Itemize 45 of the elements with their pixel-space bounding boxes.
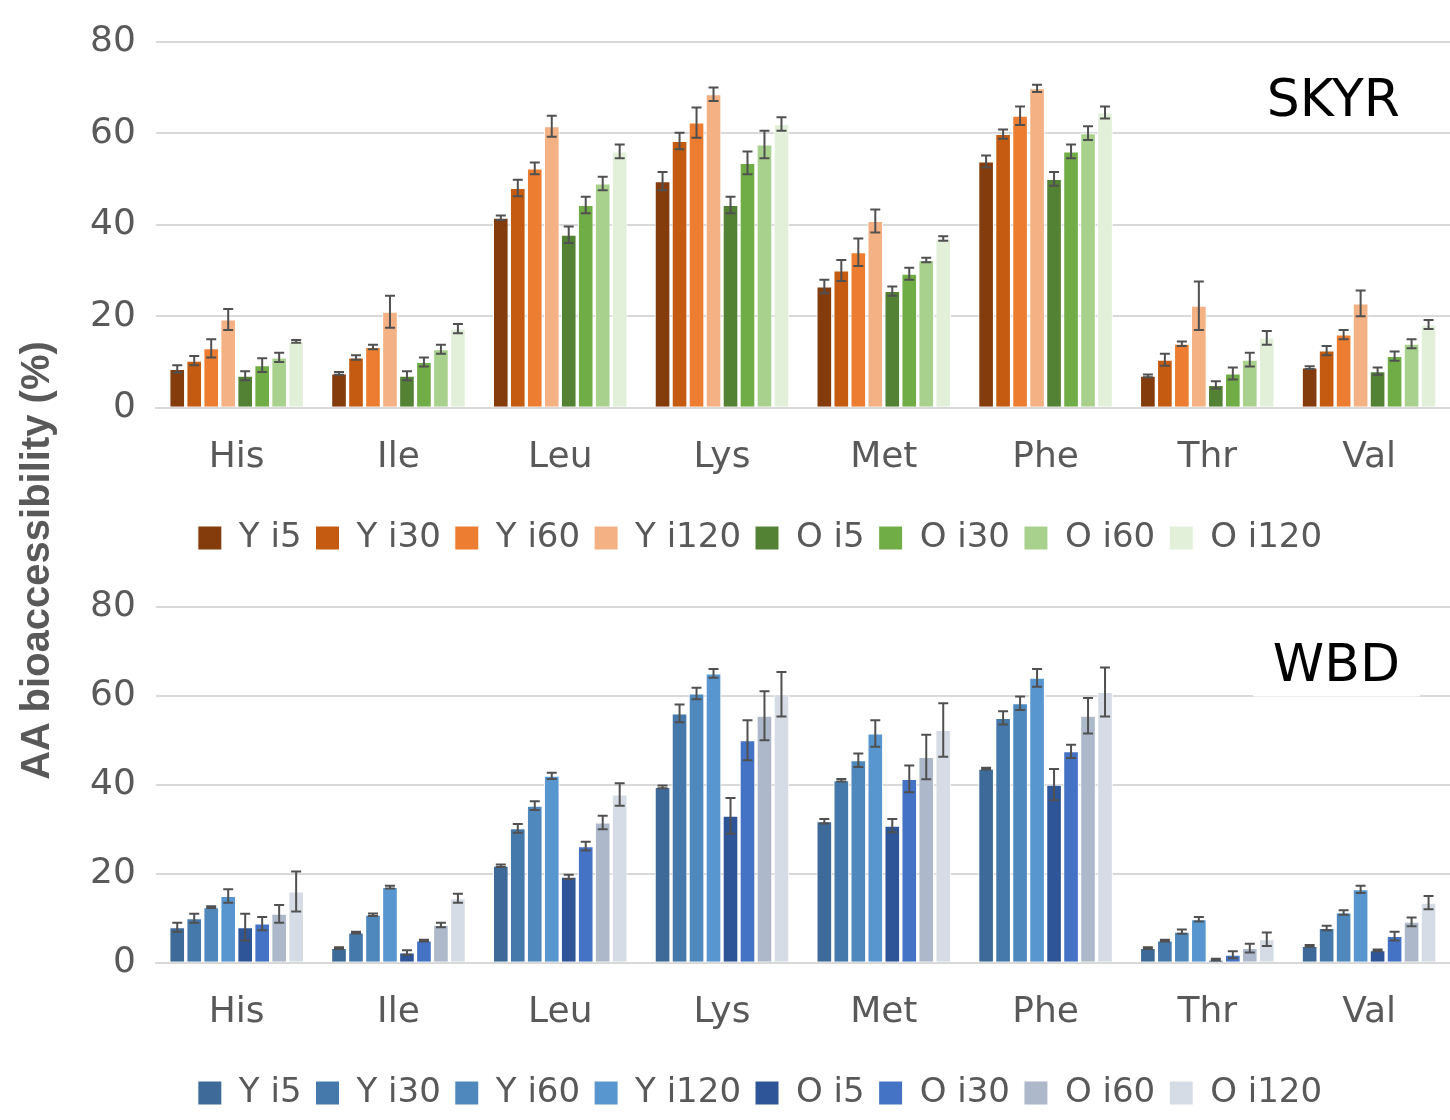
- legend-label: Y i5: [237, 1069, 302, 1110]
- y-tick-label: 80: [90, 17, 136, 59]
- x-tick-label: His: [208, 433, 265, 475]
- x-tick-label: Leu: [528, 433, 593, 475]
- x-tick-label: His: [208, 988, 265, 1030]
- legend-label: Y i30: [355, 514, 441, 555]
- legend-label: O i60: [1064, 514, 1156, 555]
- legend-label: O i60: [1064, 1069, 1156, 1110]
- x-tick-label: Ile: [377, 433, 420, 475]
- y-tick-label: 40: [90, 761, 136, 803]
- legend-label: Y i120: [634, 1069, 742, 1110]
- x-tick-label: Val: [1342, 433, 1397, 475]
- x-tick-label: Lys: [693, 988, 751, 1030]
- y-tick-label: 20: [90, 292, 136, 334]
- x-tick-label: Met: [850, 988, 918, 1030]
- legend-label: O i120: [1210, 514, 1323, 555]
- y-axis-title: AA bioaccessibility (%): [12, 340, 58, 780]
- legend-label: O i30: [919, 1069, 1010, 1110]
- legend-label: O i120: [1210, 1069, 1323, 1110]
- x-tick-label: Phe: [1012, 433, 1079, 475]
- y-tick-label: 0: [112, 384, 136, 426]
- x-tick-label: Lys: [693, 433, 751, 475]
- text: WBD: [1272, 633, 1401, 694]
- legend-label: O i5: [796, 514, 865, 555]
- x-tick-label: Phe: [1012, 988, 1079, 1030]
- y-tick-label: 40: [90, 201, 136, 243]
- x-tick-label: Thr: [1176, 988, 1238, 1030]
- y-tick-label: 20: [90, 850, 136, 892]
- legend-label: O i30: [919, 514, 1010, 555]
- legend-label: Y i30: [355, 1069, 441, 1110]
- text: SKYR: [1266, 68, 1401, 129]
- y-tick-label: 0: [112, 939, 136, 981]
- legend-label: Y i5: [237, 514, 302, 555]
- y-tick-label: 60: [90, 109, 136, 151]
- x-tick-label: Val: [1342, 988, 1397, 1030]
- y-tick-label: 60: [90, 672, 136, 714]
- x-tick-label: Leu: [528, 988, 593, 1030]
- y-tick-label: 80: [90, 582, 136, 624]
- legend-label: Y i60: [494, 514, 581, 555]
- legend-label: O i5: [796, 1069, 865, 1110]
- legend-label: Y i60: [494, 1069, 581, 1110]
- x-tick-label: Thr: [1176, 433, 1238, 475]
- x-tick-label: Ile: [377, 988, 420, 1030]
- legend-label: Y i120: [634, 514, 742, 555]
- x-tick-label: Met: [850, 433, 918, 475]
